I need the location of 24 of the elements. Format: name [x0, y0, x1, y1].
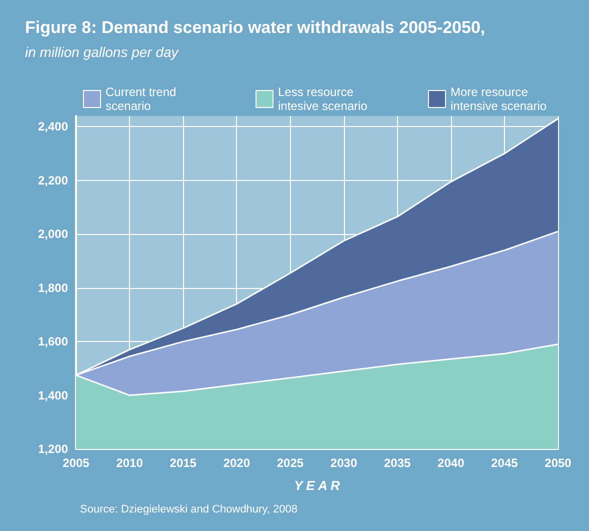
x-tick-label: 2035 [384, 456, 412, 470]
x-tick-label: 2025 [276, 456, 304, 470]
x-tick-label: 2030 [330, 456, 358, 470]
x-tick-label: 2010 [116, 456, 144, 470]
y-tick-label: 2,200 [38, 173, 68, 188]
y-tick-label: 2,400 [38, 120, 68, 134]
legend-label: Current trend scenario [106, 85, 180, 113]
chart-title: Figure 8: Demand scenario water withdrawals 2005-2050, [25, 18, 486, 37]
y-tick-label: 1,800 [38, 280, 68, 295]
x-tick-label: 2005 [62, 456, 90, 470]
x-tick-label: 2015 [170, 456, 197, 470]
x-axis-title: Y E A R [294, 478, 340, 493]
x-tick-label: 2040 [438, 456, 465, 470]
legend-label: Less resource intesive scenario [278, 85, 368, 113]
y-tick-label: 1,600 [38, 334, 68, 349]
y-tick-label: 2,000 [38, 227, 68, 242]
source-note: Source: Dziegielewski and Chowdhury, 2008 [80, 504, 298, 516]
y-tick-label: 1,400 [38, 388, 68, 402]
chart-subtitle: in million gallons per day [25, 44, 180, 60]
x-tick-label: 2045 [491, 456, 518, 470]
x-tick-label: 2050 [544, 456, 572, 470]
x-tick-label: 2020 [223, 456, 250, 470]
y-tick-label: 1,200 [38, 442, 68, 456]
legend-label: More resource intensive scenario [450, 85, 547, 113]
